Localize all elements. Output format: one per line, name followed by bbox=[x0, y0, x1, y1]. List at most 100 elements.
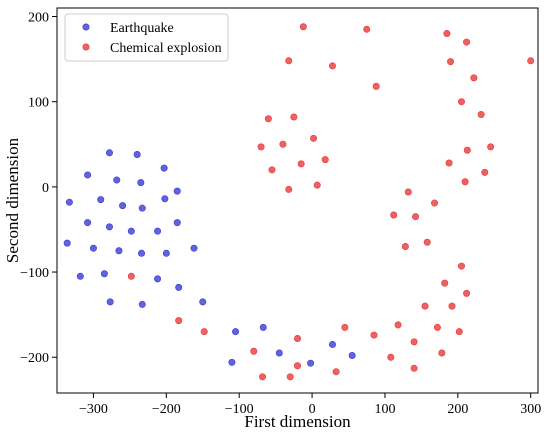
earthquake-point bbox=[119, 202, 127, 210]
chemical-explosion-point bbox=[481, 168, 489, 176]
chemical-explosion-point bbox=[463, 289, 471, 297]
earthquake-point bbox=[175, 283, 183, 291]
earthquake-point bbox=[106, 298, 114, 306]
chemical-explosion-point bbox=[401, 242, 409, 250]
chemical-explosion-point bbox=[431, 199, 439, 207]
chemical-explosion-point bbox=[297, 160, 305, 168]
chemical-explosion-point bbox=[410, 364, 418, 372]
earthquake-point bbox=[228, 358, 236, 366]
chemical-explosion-point bbox=[421, 302, 429, 310]
earthquake-point bbox=[162, 249, 170, 257]
x-tick-label: −300 bbox=[79, 402, 108, 417]
chemical-explosion-point bbox=[372, 82, 380, 90]
chemical-explosion-point bbox=[259, 373, 267, 381]
legend-marker bbox=[82, 43, 90, 51]
earthquake-point bbox=[137, 179, 145, 187]
chemical-explosion-point bbox=[127, 272, 135, 280]
x-tick-label: 300 bbox=[520, 402, 541, 417]
chemical-explosion-point bbox=[441, 279, 449, 287]
y-tick-label: 100 bbox=[28, 96, 49, 111]
earthquake-point bbox=[105, 149, 113, 157]
chemical-explosion-point bbox=[527, 57, 535, 65]
chemical-explosion-point bbox=[443, 30, 451, 38]
earthquake-point bbox=[160, 164, 168, 172]
chemical-explosion-point bbox=[200, 328, 208, 336]
chemical-explosion-point bbox=[299, 23, 307, 31]
earthquake-point bbox=[154, 275, 162, 283]
earthquake-point bbox=[173, 219, 181, 227]
y-tick-label: 0 bbox=[42, 181, 49, 196]
earthquake-point bbox=[232, 328, 240, 336]
chemical-explosion-point bbox=[286, 373, 294, 381]
earthquake-point bbox=[307, 359, 315, 367]
chemical-explosion-point bbox=[487, 143, 495, 151]
earthquake-point bbox=[97, 196, 105, 204]
x-tick-label: −100 bbox=[225, 402, 254, 417]
plot-frame bbox=[56, 7, 539, 394]
legend-box bbox=[64, 13, 229, 62]
chemical-explosion-point bbox=[290, 113, 298, 121]
chemical-explosion-point bbox=[175, 317, 183, 325]
y-tick-label: −200 bbox=[20, 351, 49, 366]
chemical-explosion-point bbox=[363, 25, 371, 33]
x-tick-label: −200 bbox=[152, 402, 181, 417]
chemical-explosion-point bbox=[370, 331, 378, 339]
chemical-explosion-point bbox=[433, 323, 441, 331]
earthquake-point bbox=[65, 198, 73, 206]
chemical-explosion-point bbox=[461, 178, 469, 186]
x-tick-label: 100 bbox=[374, 402, 395, 417]
x-tick-label: 0 bbox=[309, 402, 316, 417]
legend-marker bbox=[82, 23, 90, 31]
chemical-explosion-point bbox=[279, 140, 287, 148]
x-tick-label: 200 bbox=[447, 402, 468, 417]
chemical-explosion-point bbox=[463, 146, 471, 154]
earthquake-point bbox=[190, 244, 198, 252]
axis-ticks: −300 −200 −100 0 100 200 300 −200 −100 0 100 200 bbox=[20, 11, 541, 417]
earthquake-point bbox=[84, 219, 92, 227]
earthquake-point bbox=[105, 223, 113, 231]
earthquake-point bbox=[113, 176, 121, 184]
earthquake-point bbox=[133, 151, 141, 159]
chemical-explosion-point bbox=[328, 62, 336, 70]
earthquake-point bbox=[115, 247, 123, 255]
earthquake-point bbox=[138, 204, 146, 212]
chemical-explosion-point bbox=[313, 181, 321, 189]
chemical-explosion-point bbox=[257, 143, 265, 151]
y-tick-label: 200 bbox=[28, 11, 49, 26]
chemical-explosion-point bbox=[390, 211, 398, 219]
chemical-explosion-point bbox=[448, 302, 456, 310]
chemical-explosion-point bbox=[293, 334, 301, 342]
earthquake-point bbox=[348, 352, 356, 360]
chemical-explosion-point bbox=[341, 323, 349, 331]
chemical-explosion-point bbox=[293, 362, 301, 370]
earthquake-point bbox=[127, 227, 135, 235]
chemical-explosion-point bbox=[423, 238, 431, 246]
chemical-explosion-point bbox=[268, 166, 276, 174]
chemical-explosion-point bbox=[394, 321, 402, 329]
chemical-explosion-point bbox=[447, 58, 455, 66]
chemical-explosion-point bbox=[412, 213, 420, 221]
chemical-explosion-point bbox=[445, 159, 453, 167]
chemical-explosion-point bbox=[332, 368, 340, 376]
chemical-explosion-point bbox=[410, 338, 418, 346]
chemical-explosion-point bbox=[457, 262, 465, 270]
chemical-explosion-point bbox=[457, 98, 465, 106]
chemical-explosion-point bbox=[285, 185, 293, 193]
chemical-explosion-point bbox=[264, 115, 272, 123]
chemical-explosion-point bbox=[404, 188, 412, 196]
earthquake-point bbox=[89, 244, 97, 252]
earthquake-point bbox=[275, 349, 283, 357]
chemical-explosion-point bbox=[455, 328, 463, 336]
earthquake-point bbox=[100, 270, 108, 278]
chemical-explosion-point bbox=[310, 134, 318, 142]
earthquake-point bbox=[154, 227, 162, 235]
earthquake-point bbox=[173, 187, 181, 195]
chemical-explosion-point bbox=[285, 57, 293, 65]
earthquake-point bbox=[161, 195, 169, 203]
earthquake-point bbox=[76, 272, 84, 280]
legend-label: Chemical explosion bbox=[110, 41, 222, 56]
chemical-explosion-point bbox=[387, 353, 395, 361]
earthquake-point bbox=[328, 340, 336, 348]
chemical-explosion-point bbox=[463, 38, 471, 46]
